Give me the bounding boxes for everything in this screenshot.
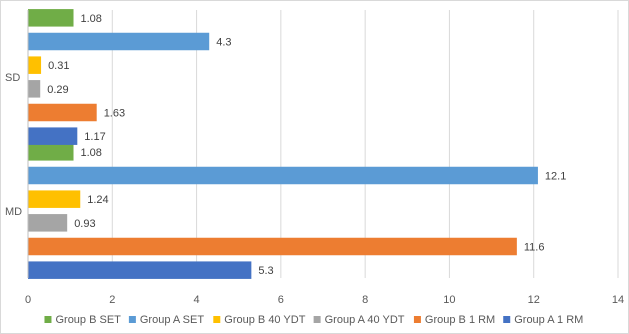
data-label-md-group-b-40-ydt: 1.24 xyxy=(87,194,108,206)
category-label-md: MD xyxy=(5,206,22,218)
legend-swatch-group-b-40-ydt xyxy=(213,316,220,323)
x-tick-label-10: 10 xyxy=(443,294,455,306)
legend-label-group-b-1-rm: Group B 1 RM xyxy=(425,314,495,326)
data-label-md-group-a-1-rm: 5.3 xyxy=(258,265,273,277)
bar-sd-group-a-set xyxy=(28,33,209,51)
bar-sd-group-a-1-rm xyxy=(28,127,77,144)
bar-sd-group-b-1-rm xyxy=(28,104,97,122)
legend-label-group-a-1-rm: Group A 1 RM xyxy=(514,314,583,326)
legend-swatch-group-a-1-rm xyxy=(503,316,510,323)
data-label-md-group-b-1-rm: 11.6 xyxy=(524,242,545,254)
data-label-sd-group-b-set: 1.08 xyxy=(81,13,102,25)
bar-sd-group-a-40-ydt xyxy=(28,80,40,98)
bar-md-group-a-40-ydt xyxy=(28,214,67,232)
x-tick-label-12: 12 xyxy=(528,294,540,306)
data-labels: 5.3 11.6 0.93 1.24 12.1 1.08 1.17 1.63 0.29 0.31 4… xyxy=(47,13,566,277)
legend-swatch-group-b-1-rm xyxy=(414,316,421,323)
x-tick-label-2: 2 xyxy=(109,294,115,306)
x-tick-label-4: 4 xyxy=(194,294,200,306)
legend-label-group-a-40-ydt: Group A 40 YDT xyxy=(325,314,405,326)
x-tick-label-8: 8 xyxy=(362,294,368,306)
legend-label-group-a-set: Group A SET xyxy=(140,314,204,326)
legend-swatch-group-a-set xyxy=(129,316,136,323)
bar-sd-group-b-set xyxy=(28,9,74,27)
bar-md-group-b-set xyxy=(28,143,74,161)
bar-md-group-b-1-rm xyxy=(28,238,517,256)
data-label-md-group-a-set: 12.1 xyxy=(545,171,566,183)
x-tick-label-6: 6 xyxy=(278,294,284,306)
legend-swatch-group-a-40-ydt xyxy=(314,316,321,323)
legend: Group B SET Group A SET Group B 40 YDT Grou… xyxy=(44,314,583,326)
data-label-md-group-a-40-ydt: 0.93 xyxy=(74,218,95,230)
legend-label-group-b-40-ydt: Group B 40 YDT xyxy=(224,314,305,326)
data-label-sd-group-a-40-ydt: 0.29 xyxy=(47,84,68,96)
bar-md-group-b-40-ydt xyxy=(28,190,80,208)
bar-md-group-a-1-rm xyxy=(28,261,251,279)
category-label-sd: SD xyxy=(5,72,20,84)
bar-md-group-a-set xyxy=(28,167,538,185)
data-label-sd-group-b-40-ydt: 0.31 xyxy=(48,60,69,72)
bar-sd-group-b-40-ydt xyxy=(28,56,41,74)
legend-label-group-b-set: Group B SET xyxy=(55,314,121,326)
x-tick-label-14: 14 xyxy=(612,294,624,306)
data-label-md-group-b-set: 1.08 xyxy=(81,147,102,159)
data-label-sd-group-a-1-rm: 1.17 xyxy=(84,131,105,143)
bars xyxy=(28,9,538,279)
legend-swatch-group-b-set xyxy=(44,316,51,323)
data-label-sd-group-a-set: 4.3 xyxy=(216,37,231,49)
x-tick-label-0: 0 xyxy=(25,294,31,306)
data-label-sd-group-b-1-rm: 1.63 xyxy=(104,108,125,120)
